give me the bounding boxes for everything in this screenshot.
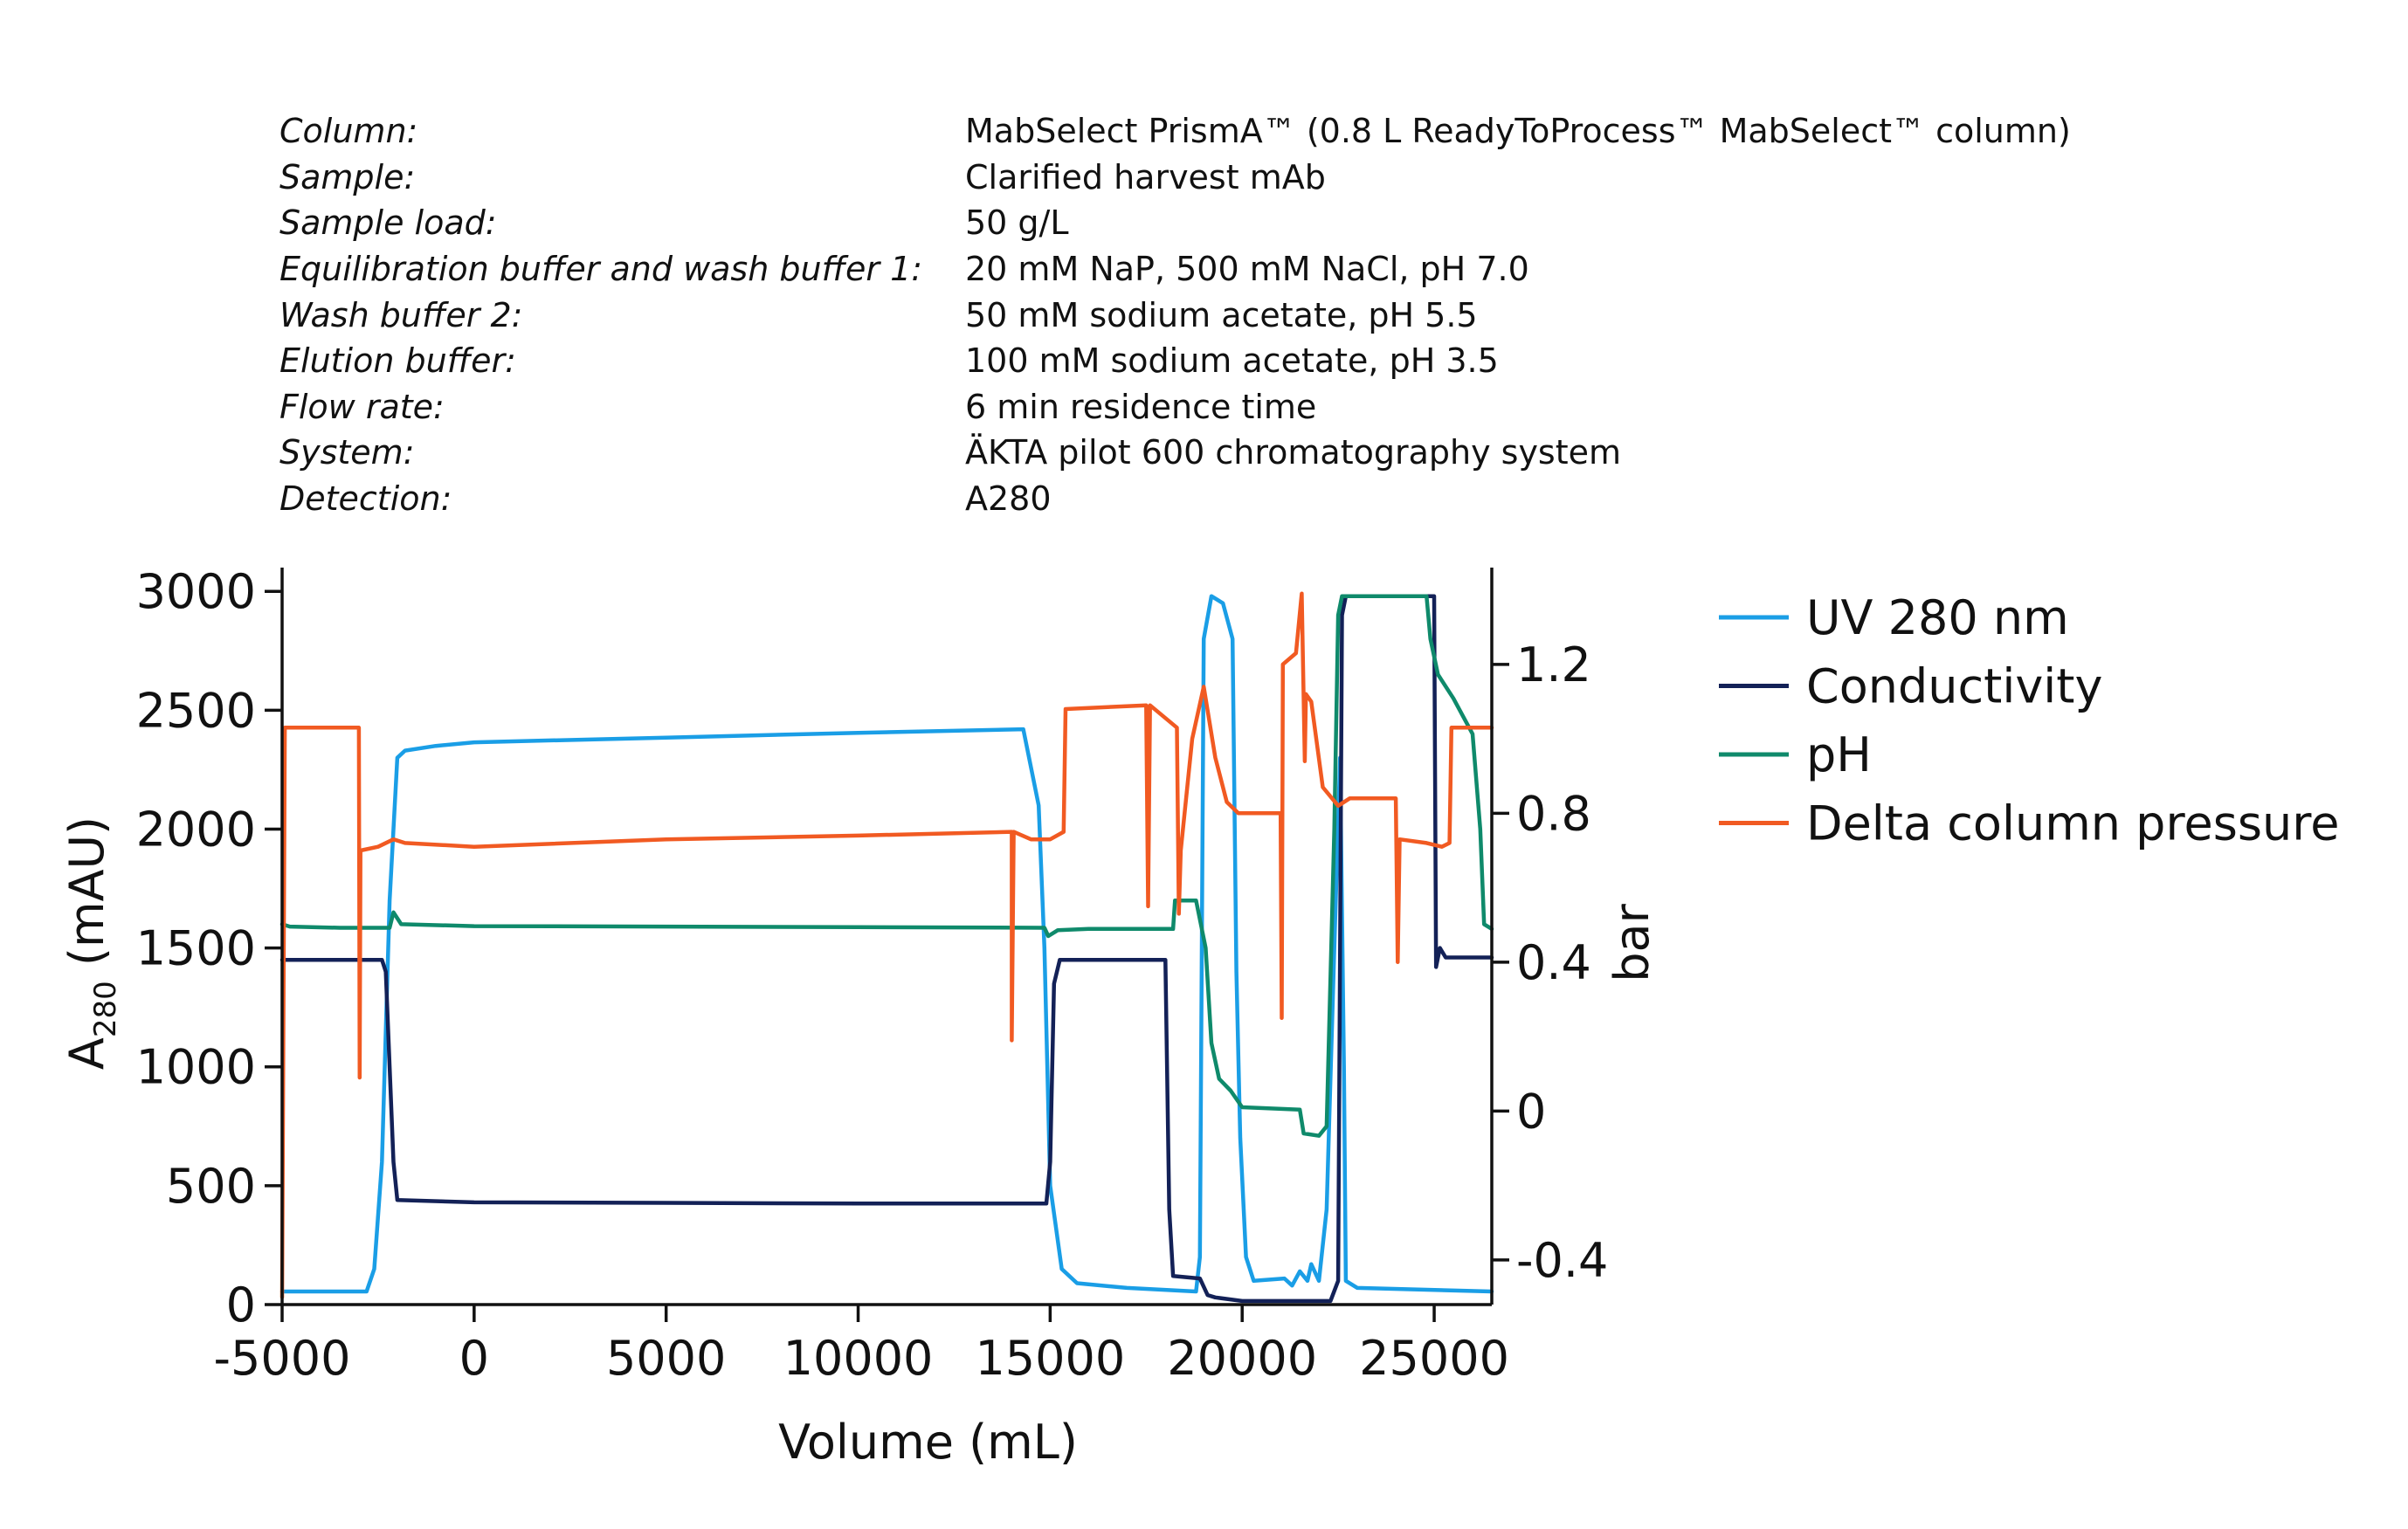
info-label: Sample:: [279, 157, 416, 196]
info-label: Wash buffer 2:: [279, 295, 523, 334]
plot-lines: [279, 591, 1494, 1304]
y2-tick-label: 0.4: [1516, 935, 1591, 990]
series-line-3: [279, 594, 1494, 1138]
x-tick-label: 15000: [975, 1331, 1125, 1386]
info-value: 20 mM NaP, 500 mM NaCl, pH 7.0: [965, 250, 1529, 289]
info-label: Sample load:: [279, 203, 497, 243]
plot-axes: -5000 0 5000 10000 15000 20000 250000500100015…: [59, 564, 1659, 1470]
info-row: Sample load: 50 g/L: [279, 200, 2071, 246]
legend-label-3: pH: [1806, 727, 1872, 782]
experiment-info: Column: MabSelect PrismA™ (0.8 L ReadyToP…: [279, 108, 2071, 521]
y-tick-label: 1000: [136, 1040, 256, 1095]
info-label: Detection:: [279, 479, 452, 519]
y-tick-label: 2000: [136, 802, 256, 857]
info-label: Elution buffer:: [279, 341, 516, 381]
x-tick-label: 25000: [1359, 1331, 1509, 1386]
info-value: A280: [965, 479, 1052, 519]
info-value: MabSelect PrismA™ (0.8 L ReadyToProcess™…: [965, 112, 2071, 151]
info-value: 50 g/L: [965, 203, 1069, 243]
y-tick-label: 3000: [136, 564, 256, 619]
y-tick-label: 0: [226, 1278, 256, 1333]
x-tick-label: 10000: [783, 1331, 934, 1386]
info-value: 6 min residence time: [965, 387, 1317, 426]
legend-label-1: UV 280 nm: [1806, 590, 2069, 645]
info-label: Equilibration buffer and wash buffer 1:: [279, 250, 923, 289]
info-row: Wash buffer 2: 50 mM sodium acetate, pH 5…: [279, 292, 2071, 338]
info-row: Elution buffer: 100 mM sodium acetate, pH…: [279, 338, 2071, 384]
x-tick-label: 20000: [1167, 1331, 1317, 1386]
info-value: 100 mM sodium acetate, pH 3.5: [965, 341, 1499, 381]
x-tick-label: 5000: [606, 1331, 726, 1386]
y-tick-label: 500: [166, 1159, 256, 1214]
legend-label-4: Delta column pressure: [1806, 796, 2339, 851]
info-row: System: ÄKTA pilot 600 chromatography sys…: [279, 430, 2071, 476]
info-value: Clarified harvest mAb: [965, 157, 1326, 196]
y-axis-label-unit: (mAU): [59, 816, 114, 981]
info-label: System:: [279, 433, 415, 472]
y-axis-label-main: A: [59, 1037, 114, 1070]
y2-tick-label: 0.8: [1516, 786, 1591, 841]
y2-axis-label: bar: [1604, 903, 1659, 981]
x-tick-label: 0: [459, 1331, 489, 1386]
x-axis-label: Volume (mL): [778, 1415, 1078, 1470]
info-row: Flow rate: 6 min residence time: [279, 384, 2071, 430]
y2-tick-label: -0.4: [1516, 1233, 1608, 1288]
info-value: 50 mM sodium acetate, pH 5.5: [965, 295, 1478, 334]
info-label: Flow rate:: [279, 387, 445, 426]
y2-tick-label: 0: [1516, 1084, 1546, 1139]
y2-tick-label: 1.2: [1516, 637, 1591, 692]
info-label: Column:: [279, 112, 418, 151]
y-tick-label: 2500: [136, 683, 256, 738]
legend: UV 280 nm Conductivity pH Delta column pres…: [1719, 590, 2339, 851]
x-tick-label: -5000: [214, 1331, 351, 1386]
series-line-4: [279, 591, 1494, 1299]
y-axis-label: A280 (mAU): [59, 816, 123, 1070]
info-row: Column: MabSelect PrismA™ (0.8 L ReadyToP…: [279, 108, 2071, 155]
info-row: Equilibration buffer and wash buffer 1: 2…: [279, 246, 2071, 293]
y-axis-label-sub: 280: [88, 981, 123, 1037]
info-value: ÄKTA pilot 600 chromatography system: [965, 433, 1622, 472]
legend-label-2: Conductivity: [1806, 659, 2102, 714]
y-tick-label: 1500: [136, 921, 256, 976]
info-row: Sample: Clarified harvest mAb: [279, 155, 2071, 201]
series-line-1: [279, 594, 1494, 1294]
info-row: Detection: A280: [279, 476, 2071, 522]
